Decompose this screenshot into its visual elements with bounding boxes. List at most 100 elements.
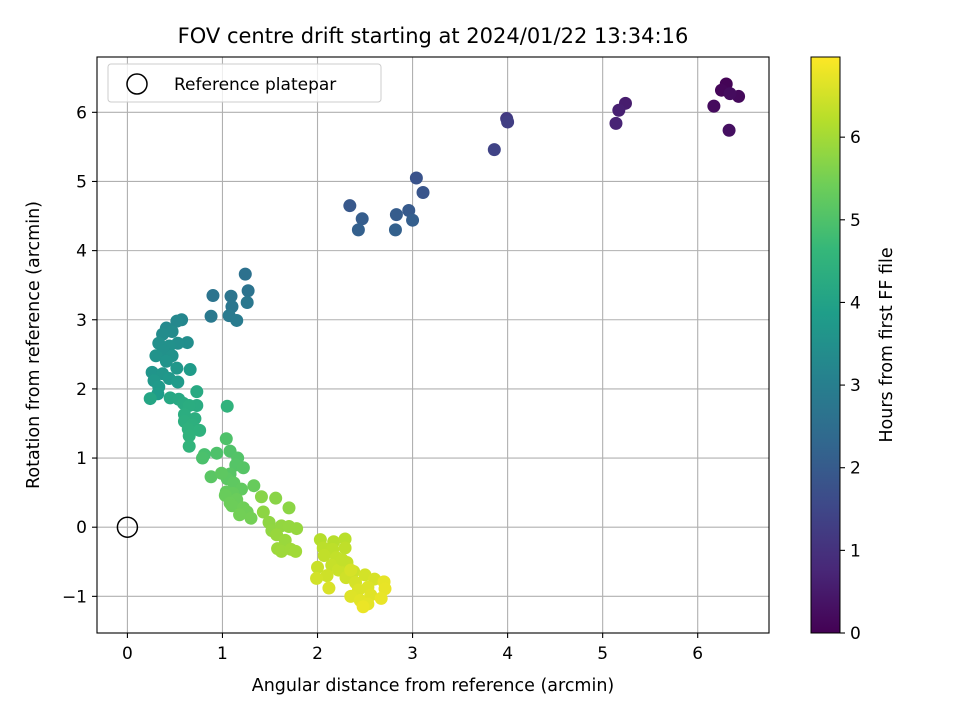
data-point [170,314,184,328]
data-point [317,549,331,563]
data-point [193,423,207,437]
x-tick-label: 6 [692,644,703,664]
x-tick-label: 3 [407,644,418,664]
y-tick-label: 2 [76,380,87,400]
data-point [310,571,324,585]
data-point [254,490,268,504]
data-point [225,499,239,513]
legend: Reference platepar [107,63,382,103]
data-point [241,284,255,298]
colorbar-tick-label: 4 [850,293,861,313]
data-points [143,77,746,614]
y-axis-ticks: −1 0 1 2 3 4 5 6 [62,103,97,607]
colorbar-tick-label: 0 [850,624,861,644]
plot-frame [96,56,770,634]
data-point [240,295,254,309]
data-point [215,466,229,480]
data-point [204,470,218,484]
data-point [409,171,423,185]
data-point [247,479,261,493]
colorbar-label: Hours from first FF file [877,247,897,442]
data-point [170,361,184,375]
data-point [269,491,283,505]
data-point [143,392,157,406]
data-point [320,569,334,583]
data-point [196,451,210,465]
data-point [707,99,721,113]
data-point [282,501,296,515]
x-axis-label: Angular distance from reference (arcmin) [252,676,615,696]
grid-lines [97,57,769,633]
data-point [182,439,196,453]
x-tick-label: 0 [122,644,133,664]
data-point [219,432,233,446]
data-point [311,560,325,574]
data-point [220,399,234,413]
data-point [206,289,220,303]
colorbar-tick-label: 2 [850,459,861,479]
data-point [406,213,420,227]
data-point [159,354,173,368]
y-tick-label: 4 [76,242,87,262]
data-point [612,103,626,117]
data-point [338,532,352,546]
legend-label: Reference platepar [174,75,336,95]
reference-point [116,516,139,538]
data-point [723,87,737,101]
colorbar [810,56,841,634]
data-point [256,505,270,519]
x-tick-label: 5 [597,644,608,664]
colorbar-ticks: 0 1 2 3 4 5 6 [840,128,861,644]
data-point [389,208,403,222]
reference-marker [116,516,139,538]
data-point [180,336,194,350]
data-point [289,544,303,558]
y-tick-label: −1 [62,587,87,607]
data-point [388,223,402,237]
x-tick-label: 2 [312,644,323,664]
data-point [416,186,430,200]
data-point [344,563,358,577]
data-point [230,313,244,327]
data-point [290,522,304,536]
data-point [233,508,247,522]
data-point [374,591,388,605]
y-axis-label: Rotation from reference (arcmin) [24,201,44,489]
data-point [224,289,238,303]
data-point [210,446,224,460]
data-point [335,553,349,567]
data-point [322,581,336,595]
y-tick-label: 1 [76,449,87,469]
data-point [149,349,163,363]
data-point [355,212,369,226]
legend-box [107,63,382,103]
data-point [204,309,218,323]
data-point [356,600,370,614]
y-tick-label: 3 [76,311,87,331]
data-point [501,115,515,129]
x-axis-ticks: 0 1 2 3 4 5 6 [122,633,703,664]
legend-marker-hollow-circle [126,73,148,95]
data-point [238,267,252,281]
colorbar-tick-label: 3 [850,376,861,396]
data-point [351,223,365,237]
colorbar-tick-label: 5 [850,211,861,231]
data-point [722,123,736,137]
data-point [487,143,501,157]
data-point [343,199,357,213]
x-tick-label: 1 [217,644,228,664]
colorbar-tick-label: 6 [850,128,861,148]
y-tick-label: 5 [76,172,87,192]
data-point [338,541,352,555]
data-point [609,116,623,130]
chart-title: FOV centre drift starting at 2024/01/22 … [178,24,689,48]
x-tick-label: 4 [502,644,513,664]
data-point [236,461,250,475]
colorbar-tick-label: 1 [850,541,861,561]
y-tick-label: 0 [76,518,87,538]
data-point [244,511,258,525]
data-point [190,385,204,399]
data-point [171,375,185,389]
y-tick-label: 6 [76,103,87,123]
